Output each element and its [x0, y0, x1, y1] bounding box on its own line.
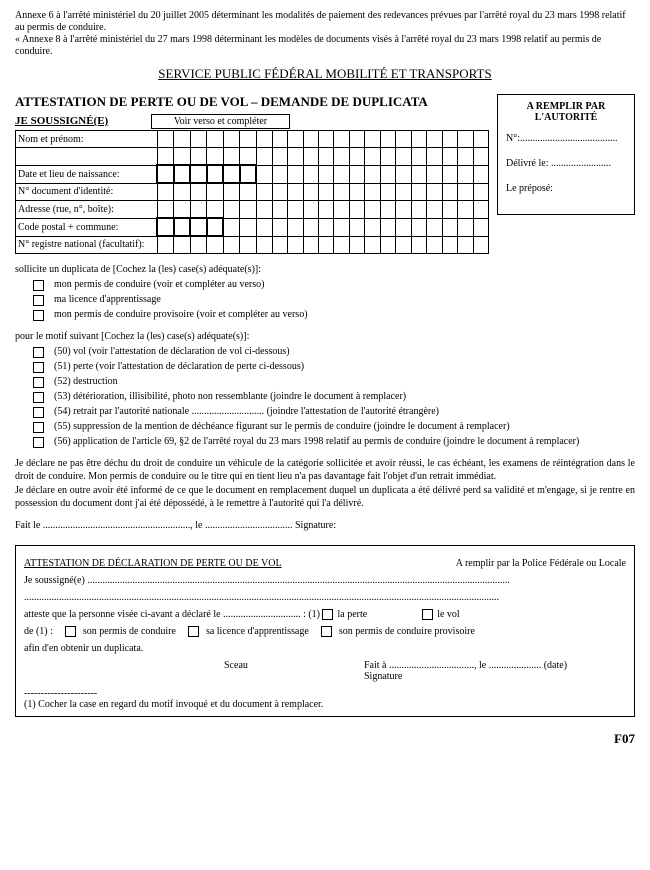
- dup-1: mon permis de conduire (voir et compléte…: [54, 279, 264, 290]
- box-de1: de (1) :: [24, 626, 53, 637]
- m52: (52) destruction: [54, 376, 118, 387]
- checkbox[interactable]: [33, 422, 44, 433]
- box-dotline: ........................................…: [24, 592, 626, 603]
- m51: (51) perte (voir l'attestation de déclar…: [54, 361, 304, 372]
- checkbox[interactable]: [422, 609, 433, 620]
- m54: (54) retrait par l'autorité nationale ..…: [54, 406, 439, 417]
- box-note: (1) Cocher la case en regard du motif in…: [24, 699, 626, 710]
- checkbox[interactable]: [33, 377, 44, 388]
- checkbox[interactable]: [33, 362, 44, 373]
- row-registre: N° registre national (facultatif):: [16, 236, 158, 254]
- authority-title: A REMPLIR PAR L'AUTORITÉ: [506, 101, 626, 123]
- authority-box: A REMPLIR PAR L'AUTORITÉ N°:............…: [497, 94, 635, 215]
- m50: (50) vol (voir l'attestation de déclarat…: [54, 346, 290, 357]
- checkbox[interactable]: [321, 626, 332, 637]
- declaration-box: ATTESTATION DE DÉCLARATION DE PERTE OU D…: [15, 545, 635, 717]
- box-opt1: son permis de conduire: [83, 626, 176, 637]
- motif-label: pour le motif suivant [Cochez la (les) c…: [15, 331, 635, 342]
- box-sig: Signature: [364, 671, 402, 682]
- declaration-2: Je déclare en outre avoir été informé de…: [15, 485, 635, 510]
- declaration-1: Je déclare ne pas être déchu du droit de…: [15, 458, 635, 483]
- row-naissance: Date et lieu de naissance:: [16, 165, 158, 183]
- fait-signature: Fait le ................................…: [15, 520, 635, 531]
- row-nom: Nom et prénom:: [16, 131, 158, 148]
- authority-delivre: Délivré le: ........................: [506, 158, 626, 169]
- checkbox[interactable]: [33, 295, 44, 306]
- m55: (55) suppression de la mention de déchéa…: [54, 421, 510, 432]
- box-atteste: atteste que la personne visée ci-avant a…: [24, 609, 320, 620]
- checkbox[interactable]: [33, 407, 44, 418]
- checkbox[interactable]: [33, 392, 44, 403]
- checkbox[interactable]: [33, 347, 44, 358]
- box-right: A remplir par la Police Fédérale ou Loca…: [456, 558, 626, 569]
- box-opt2: sa licence d'apprentissage: [206, 626, 309, 637]
- box-vol: le vol: [435, 609, 460, 620]
- row-identite: N° document d'identité:: [16, 183, 158, 201]
- checkbox[interactable]: [33, 280, 44, 291]
- checkbox[interactable]: [33, 310, 44, 321]
- row-adresse: Adresse (rue, n°, boîte):: [16, 201, 158, 219]
- box-afin: afin d'en obtenir un duplicata.: [24, 643, 626, 654]
- checkbox[interactable]: [33, 437, 44, 448]
- box-dash: ----------------------: [24, 688, 626, 699]
- row-postal: Code postal + commune:: [16, 218, 158, 236]
- identity-grid: Nom et prénom: Date et lieu de naissance…: [15, 130, 489, 254]
- form-code: F07: [15, 731, 635, 747]
- dup-3: mon permis de conduire provisoire (voir …: [54, 309, 308, 320]
- soussigne-label: JE SOUSSIGNÉ(E): [15, 115, 108, 127]
- dup-2: ma licence d'apprentissage: [54, 294, 161, 305]
- header-title: SERVICE PUBLIC FÉDÉRAL MOBILITÉ ET TRANS…: [15, 66, 635, 82]
- box-perte: la perte: [335, 609, 367, 620]
- checkbox[interactable]: [322, 609, 333, 620]
- m56: (56) application de l'article 69, §2 de …: [54, 436, 579, 447]
- box-title: ATTESTATION DE DÉCLARATION DE PERTE OU D…: [24, 558, 282, 569]
- authority-prepose: Le préposé:: [506, 183, 626, 194]
- box-opt3: son permis de conduire provisoire: [339, 626, 475, 637]
- annex-text-2: « Annexe 8 à l'arrêté ministériel du 27 …: [15, 34, 635, 58]
- checkbox[interactable]: [65, 626, 76, 637]
- box-faita: Fait à .................................…: [364, 660, 567, 671]
- main-title: ATTESTATION DE PERTE OU DE VOL – DEMANDE…: [15, 94, 489, 110]
- box-sceau: Sceau: [224, 660, 364, 682]
- verso-box: Voir verso et compléter: [151, 114, 290, 129]
- annex-text-1: Annexe 6 à l'arrêté ministériel du 20 ju…: [15, 10, 635, 34]
- sollicite-label: sollicite un duplicata de [Cochez la (le…: [15, 264, 635, 275]
- m53: (53) détérioration, illisibilité, photo …: [54, 391, 406, 402]
- box-je: Je soussigné(e) ........................…: [24, 575, 626, 586]
- checkbox[interactable]: [188, 626, 199, 637]
- authority-num: N°:.....................................…: [506, 133, 626, 144]
